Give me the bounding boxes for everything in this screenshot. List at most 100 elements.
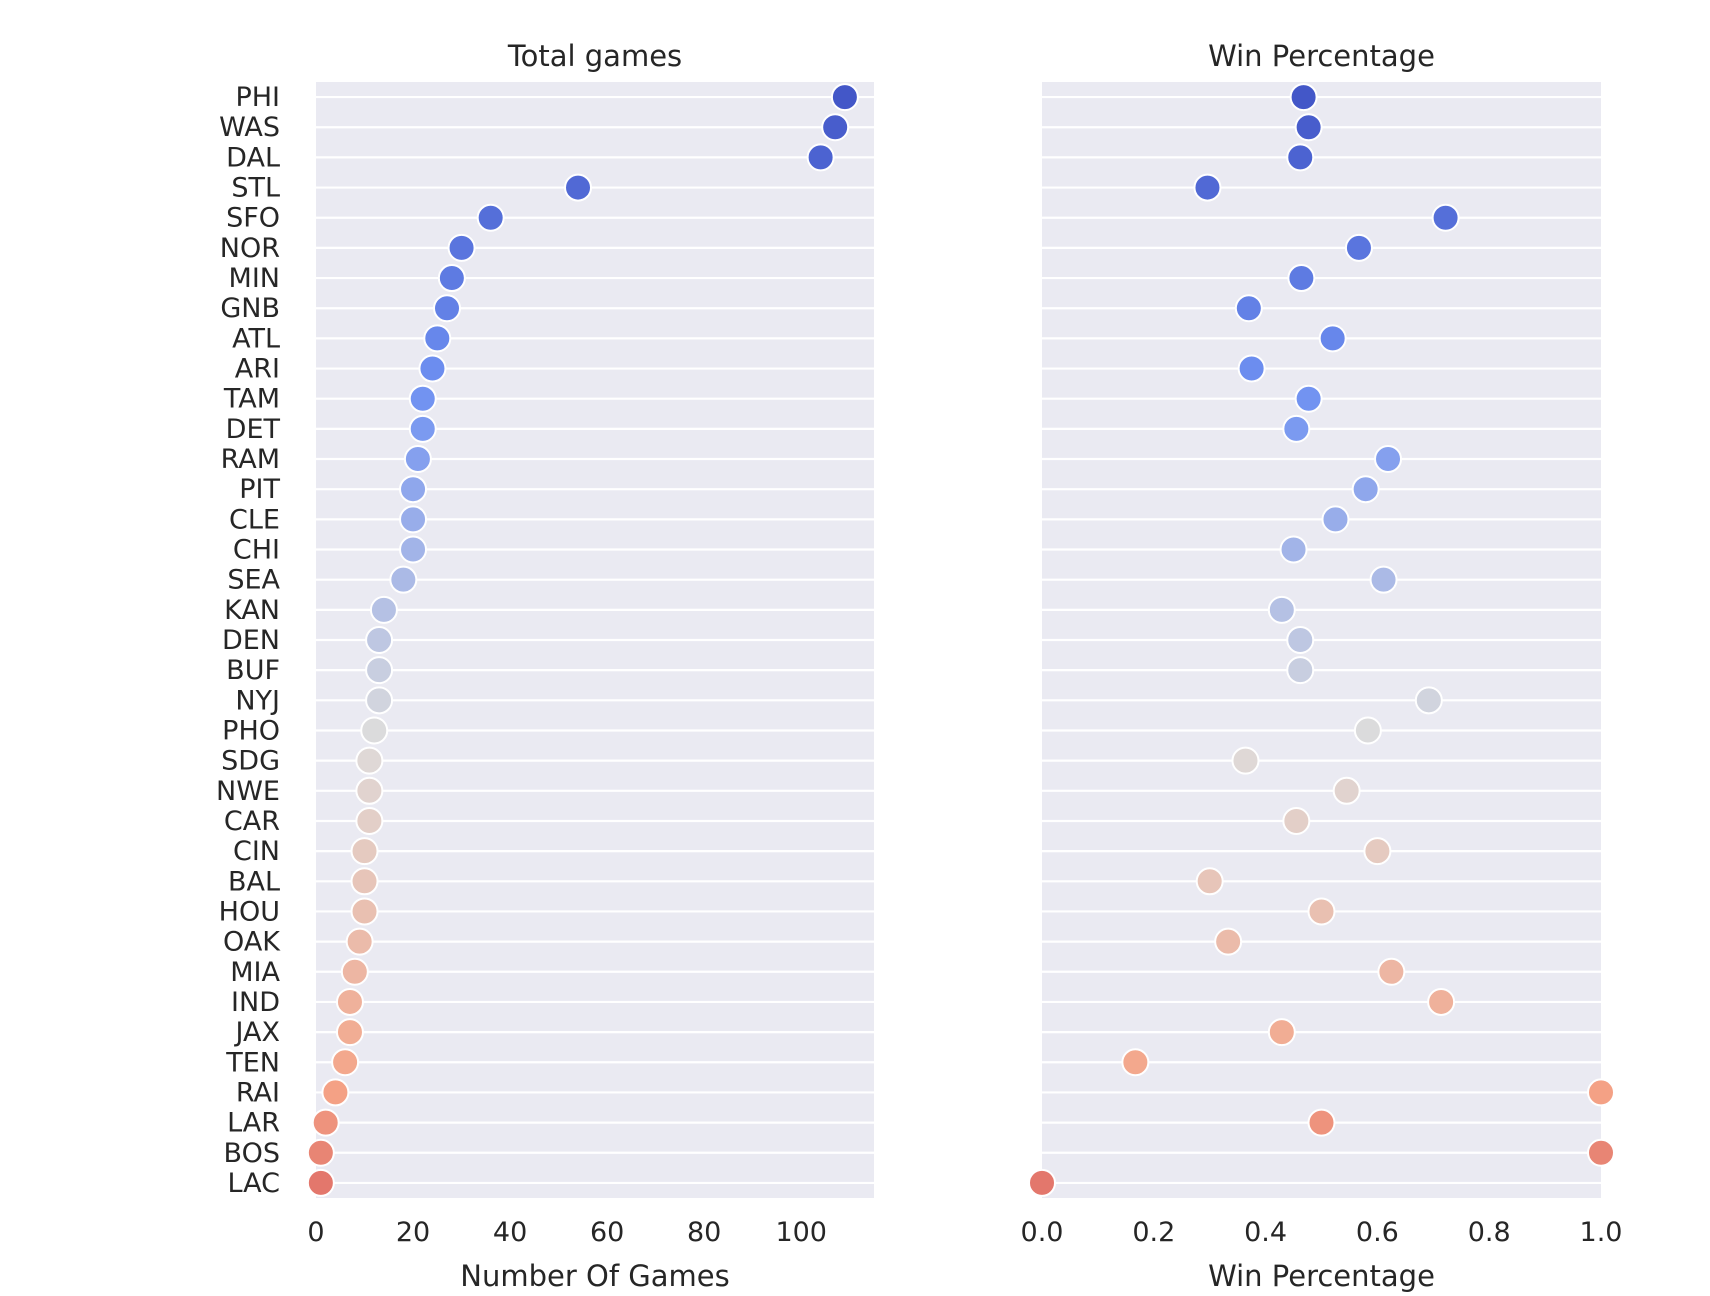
data-point [306,1138,335,1167]
team-label: BOS [224,1138,280,1169]
team-label: PIT [239,474,280,505]
data-point [355,806,384,835]
team-label: CAR [224,806,280,837]
win-percentage-gridlines [1042,95,1601,1185]
data-point [1374,445,1403,474]
data-point [423,324,452,353]
data-point [1351,475,1380,504]
data-point [1286,143,1315,172]
win-percentage-x-axis-label: Win Percentage [1208,1259,1435,1293]
data-point [306,1168,335,1197]
data-point [345,927,374,956]
data-point [350,897,379,926]
data-point [1318,324,1347,353]
x-tick-label: 1.0 [1580,1217,1623,1248]
x-tick-label: 40 [493,1217,527,1248]
team-label: SDG [221,746,280,777]
team-label: RAM [221,444,280,475]
data-point [335,987,364,1016]
data-point [830,83,859,112]
team-label: MIN [229,263,280,294]
team-label: GNB [220,293,280,324]
data-point [1321,505,1350,534]
data-point [350,837,379,866]
data-point [365,656,394,685]
data-point [564,173,593,202]
data-point [1214,927,1243,956]
team-label: OAK [223,927,281,958]
team-label: HOU [219,896,280,927]
data-point [355,776,384,805]
win-percentage-x-ticks: 0.0 0.2 0.4 0.6 0.8 1.0 [1021,1217,1623,1248]
total-games-title: Total games [507,39,682,73]
data-point [1282,414,1311,443]
win-percentage-panel: 0.0 0.2 0.4 0.6 0.8 1.0 Win Percentage Win Pe… [1021,39,1623,1293]
win-percentage-points [1028,83,1615,1197]
team-label: NYJ [235,685,280,716]
data-point [399,475,428,504]
x-tick-label: 80 [687,1217,721,1248]
x-tick-label: 0.8 [1468,1217,1511,1248]
x-tick-label: 100 [775,1217,827,1248]
data-point [1587,1138,1615,1167]
data-point [321,1078,350,1107]
data-point [1344,233,1373,262]
data-point [437,264,466,293]
x-tick-label: 0.0 [1021,1217,1064,1248]
data-point [1234,294,1263,323]
x-tick-label: 0.2 [1132,1217,1175,1248]
data-point [1195,867,1224,896]
team-label: LAR [227,1108,280,1139]
team-label: MIA [230,957,280,988]
data-point [365,686,394,715]
team-label: PHI [235,82,280,113]
team-label: NOR [220,233,280,264]
team-label: RAI [236,1077,280,1108]
team-label: WAS [219,112,280,143]
data-point [1332,776,1361,805]
total-games-x-axis-label: Number Of Games [460,1259,729,1293]
team-label: TEN [225,1047,280,1078]
total-games-x-ticks: 0 20 40 60 80 100 [307,1217,827,1248]
team-label: BUF [226,655,280,686]
data-point [447,233,476,262]
team-labels: PHIWASDALSTLSFONORMINGNBATLARITAMDETRAMP… [216,82,281,1199]
data-point [821,113,850,142]
data-point [1286,626,1315,654]
team-label: DET [226,414,281,445]
team-label: BAL [228,866,280,897]
data-point [335,1018,364,1047]
team-label: CLE [229,504,280,535]
team-label: ARI [235,354,280,385]
data-point [1294,384,1323,413]
team-label: CHI [233,535,280,566]
data-point [399,505,428,534]
team-label: JAX [234,1017,280,1048]
data-point [1377,957,1406,986]
data-point [408,414,437,443]
team-label: DAL [226,142,280,173]
data-point [1427,987,1456,1016]
win-percentage-title: Win Percentage [1208,39,1435,73]
data-point [355,746,384,775]
total-games-panel: PHIWASDALSTLSFONORMINGNBATLARITAMDETRAMP… [216,39,874,1293]
team-label: TAM [223,384,280,415]
data-point [1294,113,1323,142]
total-games-points [306,83,859,1197]
total-games-gridlines [316,95,874,1185]
x-tick-label: 0 [307,1217,324,1248]
data-point [1307,1108,1336,1137]
x-tick-label: 60 [590,1217,624,1248]
data-point [350,867,379,896]
data-point [1231,746,1260,775]
data-point [433,294,462,323]
data-point [1414,686,1443,715]
team-label: STL [231,173,280,204]
data-point [331,1048,360,1077]
data-point [1286,656,1315,685]
team-label: ATL [232,323,280,354]
data-point [1353,716,1382,745]
data-point [365,626,394,654]
x-tick-label: 0.4 [1244,1217,1287,1248]
